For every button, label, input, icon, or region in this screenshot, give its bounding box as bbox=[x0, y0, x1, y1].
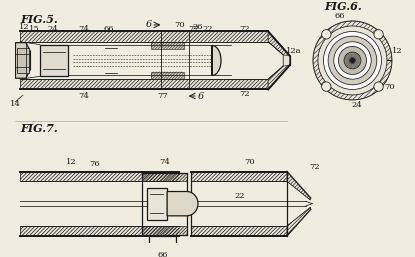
Circle shape bbox=[318, 26, 387, 95]
Text: 72: 72 bbox=[239, 90, 250, 98]
Bar bbox=[40, 44, 68, 76]
Text: FIG.6.: FIG.6. bbox=[325, 1, 362, 12]
Bar bbox=[151, 42, 184, 49]
Text: 70: 70 bbox=[174, 21, 185, 29]
Text: 74: 74 bbox=[159, 159, 170, 167]
Text: 12a: 12a bbox=[286, 47, 301, 55]
Bar bbox=[146, 188, 167, 219]
Circle shape bbox=[323, 31, 381, 89]
Text: 74: 74 bbox=[78, 92, 89, 100]
Polygon shape bbox=[167, 191, 198, 216]
Text: 24: 24 bbox=[352, 102, 363, 109]
Bar bbox=[151, 72, 184, 79]
Text: 72: 72 bbox=[310, 163, 320, 171]
Text: 66: 66 bbox=[157, 251, 168, 257]
Bar bbox=[191, 172, 287, 181]
Circle shape bbox=[374, 30, 383, 39]
Polygon shape bbox=[268, 31, 290, 89]
Text: 70: 70 bbox=[244, 159, 255, 167]
Circle shape bbox=[313, 21, 392, 100]
Text: 12: 12 bbox=[392, 47, 403, 55]
Circle shape bbox=[338, 47, 366, 75]
Polygon shape bbox=[268, 31, 290, 56]
Text: FIG.5.: FIG.5. bbox=[20, 14, 58, 25]
Text: 12: 12 bbox=[66, 159, 77, 167]
Text: 24: 24 bbox=[151, 200, 162, 208]
Bar bbox=[20, 172, 179, 181]
Text: 77: 77 bbox=[188, 25, 199, 33]
Text: 15: 15 bbox=[29, 25, 39, 33]
Bar bbox=[191, 226, 287, 235]
Text: 26: 26 bbox=[169, 200, 180, 208]
Circle shape bbox=[334, 42, 371, 79]
Text: 6: 6 bbox=[145, 20, 151, 29]
Text: 77: 77 bbox=[157, 92, 168, 100]
Bar bbox=[20, 226, 179, 235]
Bar bbox=[17, 48, 29, 73]
Bar bbox=[149, 235, 176, 249]
Text: 22: 22 bbox=[235, 192, 245, 200]
Text: 22: 22 bbox=[202, 25, 212, 33]
Polygon shape bbox=[268, 65, 290, 89]
Circle shape bbox=[344, 52, 361, 69]
Circle shape bbox=[322, 30, 331, 39]
Text: 66: 66 bbox=[104, 25, 114, 33]
Text: 74: 74 bbox=[78, 25, 89, 33]
Text: FIG.7.: FIG.7. bbox=[20, 123, 58, 134]
Text: 6: 6 bbox=[198, 91, 204, 100]
Text: 14: 14 bbox=[10, 99, 21, 107]
Text: 12: 12 bbox=[19, 23, 29, 31]
Text: 66: 66 bbox=[334, 12, 344, 20]
Text: 14: 14 bbox=[321, 33, 332, 41]
Text: 26: 26 bbox=[193, 23, 203, 31]
Bar bbox=[142, 173, 187, 181]
Polygon shape bbox=[212, 45, 221, 76]
Bar bbox=[20, 31, 268, 42]
Circle shape bbox=[350, 58, 355, 63]
Circle shape bbox=[322, 82, 331, 91]
Polygon shape bbox=[313, 21, 392, 100]
Polygon shape bbox=[15, 43, 30, 78]
Polygon shape bbox=[287, 172, 310, 200]
Polygon shape bbox=[287, 207, 310, 235]
Text: 72: 72 bbox=[239, 25, 250, 33]
Bar bbox=[142, 226, 187, 235]
Text: 70: 70 bbox=[385, 83, 395, 91]
Bar bbox=[20, 79, 268, 89]
Text: 24: 24 bbox=[48, 25, 58, 33]
Text: 76: 76 bbox=[90, 160, 100, 168]
Circle shape bbox=[374, 82, 383, 91]
Circle shape bbox=[328, 36, 377, 85]
